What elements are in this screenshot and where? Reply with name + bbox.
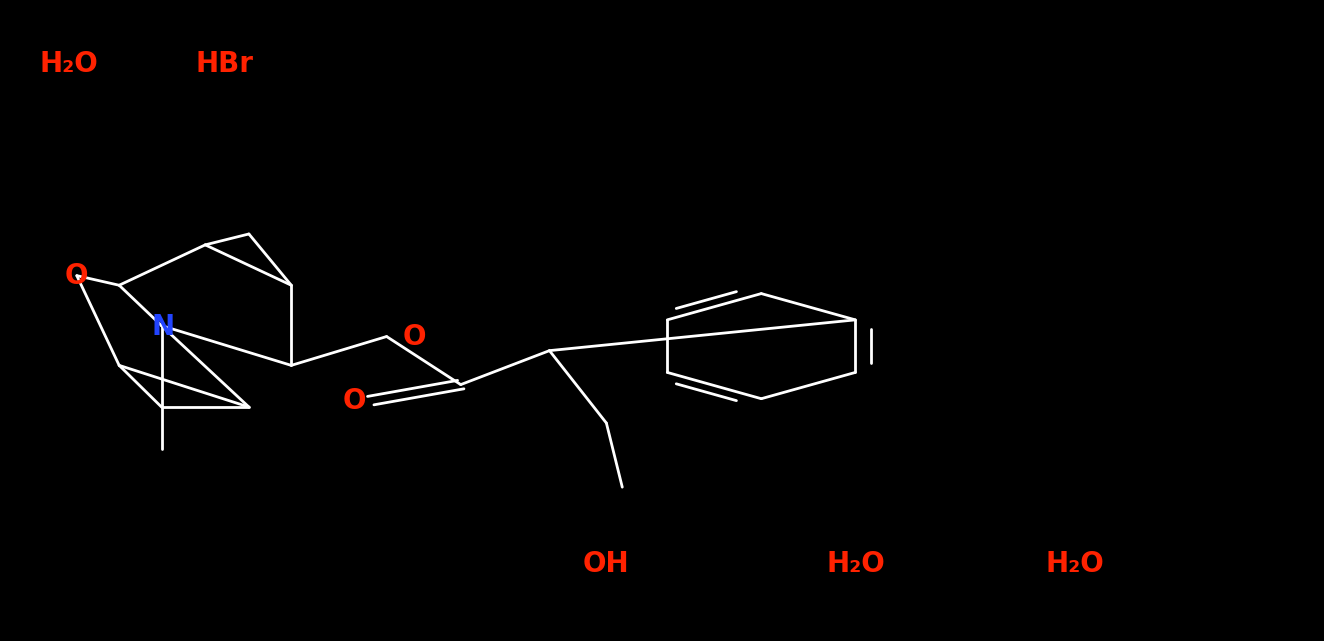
Text: H₂O: H₂O	[40, 50, 98, 78]
Text: OH: OH	[583, 550, 629, 578]
Text: HBr: HBr	[196, 50, 254, 78]
Text: N: N	[151, 313, 175, 341]
Text: O: O	[343, 387, 367, 415]
Text: H₂O: H₂O	[826, 550, 884, 578]
Text: O: O	[402, 322, 426, 351]
Text: O: O	[65, 262, 89, 290]
Text: H₂O: H₂O	[1046, 550, 1104, 578]
